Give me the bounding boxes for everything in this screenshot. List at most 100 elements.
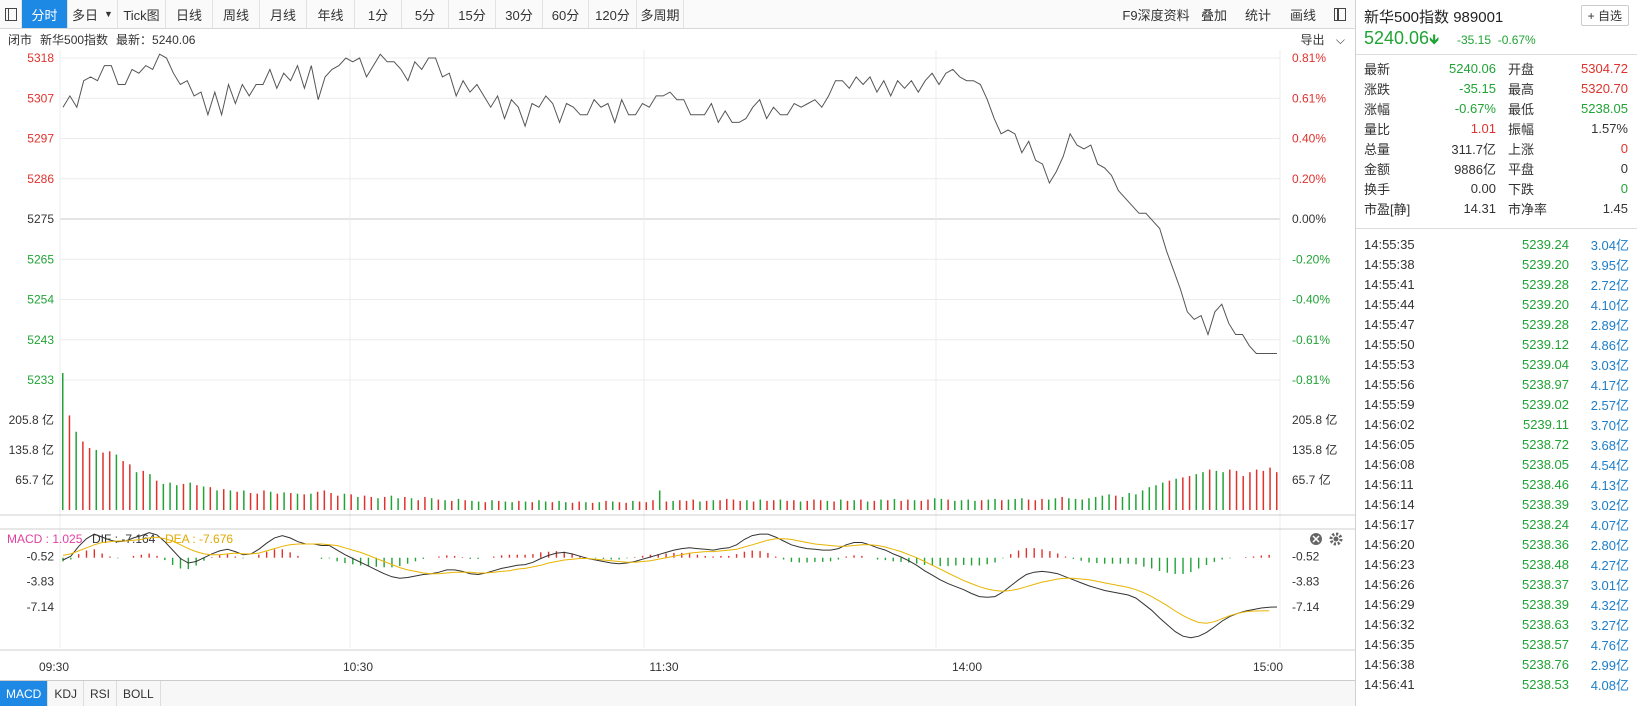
- tick-amount: 3.04亿: [1590, 237, 1629, 253]
- volume-bar: [484, 502, 487, 510]
- volume-bar: [383, 496, 386, 510]
- tick-row: 14:56:35 5238.57 4.76亿: [1356, 634, 1637, 654]
- tab-120min[interactable]: 120分: [589, 0, 637, 28]
- tick-time: 14:56:35: [1364, 636, 1415, 652]
- add-watchlist-button[interactable]: + 自选: [1580, 5, 1629, 26]
- tab-weekly[interactable]: 周线: [213, 0, 260, 28]
- quote-header: 新华500指数 989001 + 自选 5240.06🡻 -35.15 -0.6…: [1356, 0, 1637, 55]
- tick-list[interactable]: 14:55:35 5239.24 3.04亿 14:55:38 5239.20 3.95亿…: [1356, 234, 1637, 694]
- volume-bars: [62, 373, 1278, 510]
- volume-bar: [269, 491, 272, 510]
- volume-bar: [638, 501, 641, 510]
- tab-boll[interactable]: BOLL: [117, 681, 161, 706]
- volume-bar: [766, 500, 768, 510]
- volume-bar: [611, 501, 614, 510]
- tick-row: 14:56:26 5238.37 3.01亿: [1356, 574, 1637, 594]
- volume-bar: [1161, 482, 1164, 510]
- close-indicator-icon[interactable]: [1310, 533, 1322, 545]
- volume-bar: [518, 500, 520, 510]
- volume-bar: [162, 483, 165, 510]
- quote-value: 1.45: [1602, 200, 1628, 216]
- quote-label: 市净率: [1508, 201, 1548, 217]
- volume-bar: [1249, 472, 1251, 510]
- tab-1min[interactable]: 1分: [355, 0, 402, 28]
- tab-monthly[interactable]: 月线: [260, 0, 307, 28]
- price-tick-label: 5233: [27, 373, 54, 387]
- volume-bar: [672, 500, 674, 510]
- tab-macd[interactable]: MACD: [0, 681, 49, 706]
- volume-bar: [1047, 499, 1050, 510]
- tick-time: 14:55:59: [1364, 396, 1415, 412]
- tab-5min[interactable]: 5分: [402, 0, 449, 28]
- statistics-button[interactable]: 统计: [1244, 7, 1271, 23]
- tab-multi-period[interactable]: 多周期: [637, 0, 684, 28]
- tab-kdj[interactable]: KDJ: [48, 681, 85, 706]
- volume-bar: [712, 500, 715, 510]
- f9-profile-button[interactable]: F9深度资料: [1122, 7, 1190, 23]
- volume-bar: [290, 493, 292, 510]
- tick-price: 5238.76: [1522, 656, 1569, 672]
- volume-bar: [531, 502, 534, 510]
- tick-amount: 3.03亿: [1590, 357, 1629, 373]
- overlay-button[interactable]: 叠加: [1200, 7, 1227, 23]
- toggle-left-panel-icon[interactable]: [0, 0, 22, 28]
- tick-price: 5238.63: [1522, 616, 1569, 632]
- tick-time: 14:56:11: [1364, 476, 1414, 492]
- tick-time: 14:56:08: [1364, 456, 1415, 472]
- volume-bar: [1115, 495, 1117, 510]
- export-button[interactable]: 导出 ⌵: [1293, 31, 1345, 48]
- price-tick-label: 5254: [27, 293, 54, 307]
- tick-time: 14:56:14: [1364, 496, 1415, 512]
- tab-intraday[interactable]: 分时: [22, 0, 68, 28]
- tick-row: 14:56:11 5238.46 4.13亿: [1356, 474, 1637, 494]
- tick-row: 14:55:47 5239.28 2.89亿: [1356, 314, 1637, 334]
- intraday-chart[interactable]: 5318 0.81% 5307 0.61% 5297 0.40% 5286 0.20% 5275…: [0, 50, 1355, 680]
- tick-price: 5239.12: [1522, 336, 1569, 352]
- volume-bar: [1155, 485, 1157, 510]
- volume-bar: [142, 470, 144, 510]
- macd-tick-label: -7.14: [1292, 600, 1320, 614]
- caret-down-icon: ▼: [104, 9, 113, 19]
- pct-tick-label: -0.61%: [1292, 333, 1330, 347]
- toggle-right-panel-icon[interactable]: [1325, 0, 1355, 28]
- chart-security-name: 新华500指数: [40, 33, 109, 47]
- volume-bar: [826, 500, 829, 510]
- quote-label: 最低: [1508, 101, 1535, 117]
- pct-tick-label: -0.81%: [1292, 373, 1330, 387]
- tab-multi-day[interactable]: 多日 ▼: [68, 0, 118, 28]
- tab-daily[interactable]: 日线: [166, 0, 213, 28]
- tab-30min[interactable]: 30分: [496, 0, 543, 28]
- volume-bar: [1235, 470, 1238, 510]
- tick-amount: 3.02亿: [1590, 497, 1629, 513]
- volume-bar: [524, 501, 527, 510]
- volume-bar: [377, 498, 379, 510]
- tick-price: 5238.24: [1522, 516, 1569, 532]
- tick-price: 5239.28: [1522, 276, 1569, 292]
- volume-bar: [692, 499, 694, 510]
- volume-bar: [726, 498, 728, 510]
- tick-price: 5238.72: [1522, 436, 1569, 452]
- gear-icon[interactable]: [1329, 532, 1343, 546]
- tick-amount: 4.08亿: [1590, 677, 1629, 693]
- tick-price: 5239.20: [1522, 256, 1569, 272]
- volume-bar: [189, 482, 191, 510]
- tab-60min[interactable]: 60分: [543, 0, 589, 28]
- volume-bar: [900, 500, 902, 510]
- volume-bar: [323, 490, 326, 510]
- volume-bar: [296, 493, 299, 510]
- tick-time: 14:56:38: [1364, 656, 1415, 672]
- draw-line-button[interactable]: 画线: [1289, 7, 1316, 23]
- volume-bar: [1141, 490, 1144, 510]
- tab-rsi[interactable]: RSI: [84, 681, 118, 706]
- tick-row: 14:55:50 5239.12 4.86亿: [1356, 334, 1637, 354]
- tick-amount: 4.07亿: [1590, 517, 1629, 533]
- quote-value: 5238.05: [1581, 100, 1628, 116]
- tick-row: 14:56:38 5238.76 2.99亿: [1356, 654, 1637, 674]
- volume-bar: [1148, 487, 1151, 510]
- tab-tick[interactable]: Tick图: [118, 0, 166, 28]
- tab-15min[interactable]: 15分: [449, 0, 496, 28]
- volume-bar: [806, 500, 808, 510]
- volume-bar: [370, 496, 373, 510]
- tab-yearly[interactable]: 年线: [307, 0, 355, 28]
- quote-row: 总量 311.7亿 上涨 0: [1356, 138, 1637, 158]
